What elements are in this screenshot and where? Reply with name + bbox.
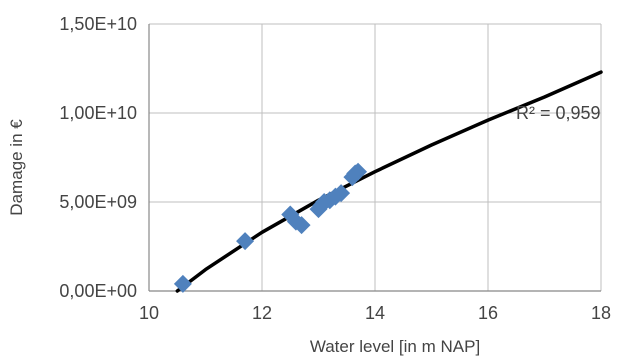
x-tick-label: 14 — [365, 303, 385, 323]
x-tick-label: 18 — [591, 303, 611, 323]
data-point — [292, 216, 311, 235]
y-axis-label: Damage in € — [7, 119, 26, 216]
trendline — [175, 70, 603, 293]
trendline-layer — [175, 70, 603, 293]
tick-labels: 10 12 14 16 18 0,00E+00 5,00E+09 1,00E+10 1,50E+… — [59, 14, 611, 323]
y-tick-label: 0,00E+00 — [59, 281, 137, 301]
y-tick-label: 1,50E+10 — [59, 14, 137, 34]
data-points — [173, 162, 368, 293]
x-tick-label: 12 — [252, 303, 272, 323]
y-tick-label: 5,00E+09 — [59, 192, 137, 212]
x-axis-label: Water level [in m NAP] — [310, 337, 480, 356]
r-squared-annotation: R² = 0,959 — [516, 103, 601, 123]
x-tick-label: 10 — [139, 303, 159, 323]
data-point — [349, 162, 368, 181]
data-point — [332, 184, 351, 203]
data-point — [173, 274, 192, 293]
y-tick-label: 1,00E+10 — [59, 103, 137, 123]
axes — [148, 24, 601, 292]
x-tick-label: 16 — [478, 303, 498, 323]
grid — [148, 23, 602, 292]
data-point — [236, 232, 255, 251]
